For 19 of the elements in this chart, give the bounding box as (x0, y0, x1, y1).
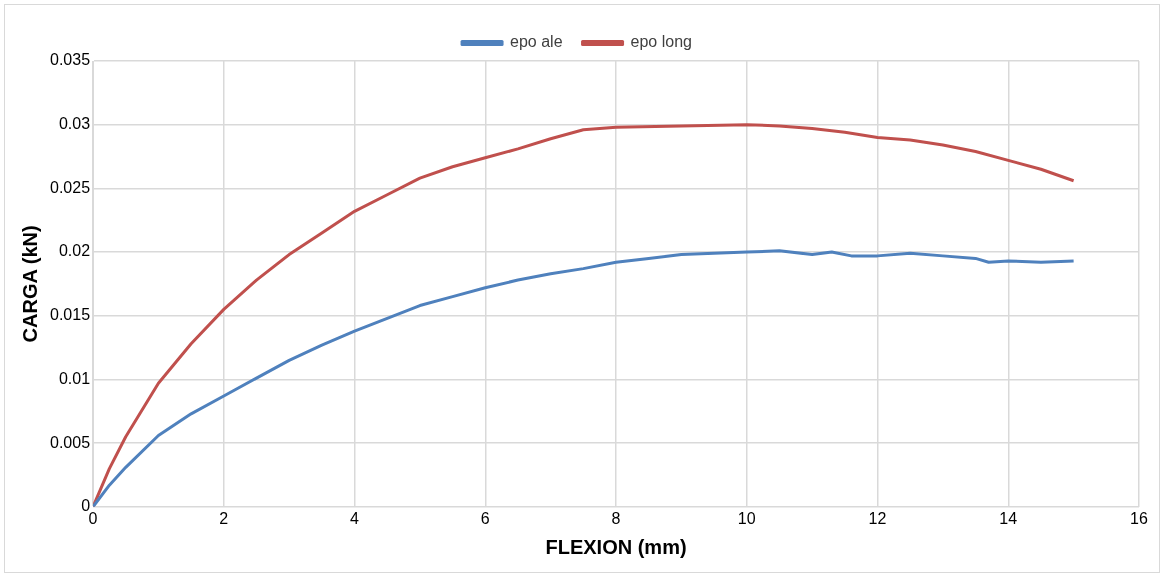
x-tick-label: 8 (611, 509, 621, 527)
x-tick-label: 12 (868, 509, 887, 527)
x-tick-label: 2 (219, 509, 229, 527)
x-tick-label: 16 (1130, 509, 1148, 527)
x-tick-label: 14 (999, 509, 1018, 527)
legend-label: epo long (630, 33, 692, 51)
x-axis-title: FLEXION (mm) (545, 535, 687, 558)
y-tick-label: 0.025 (49, 178, 91, 196)
y-tick-label: 0.01 (58, 369, 91, 387)
y-tick-label: 0.02 (58, 242, 91, 260)
y-tick-label: 0.03 (58, 115, 91, 133)
x-tick-label: 10 (737, 509, 756, 527)
y-tick-label: 0.015 (49, 306, 91, 324)
y-axis-title: CARGA (kN) (18, 225, 41, 343)
x-tick-label: 4 (350, 509, 360, 527)
y-tick-label: 0.035 (49, 51, 91, 69)
x-tick-label: 6 (480, 509, 490, 527)
y-tick-label: 0.005 (49, 433, 91, 451)
legend-label: epo ale (510, 33, 563, 51)
